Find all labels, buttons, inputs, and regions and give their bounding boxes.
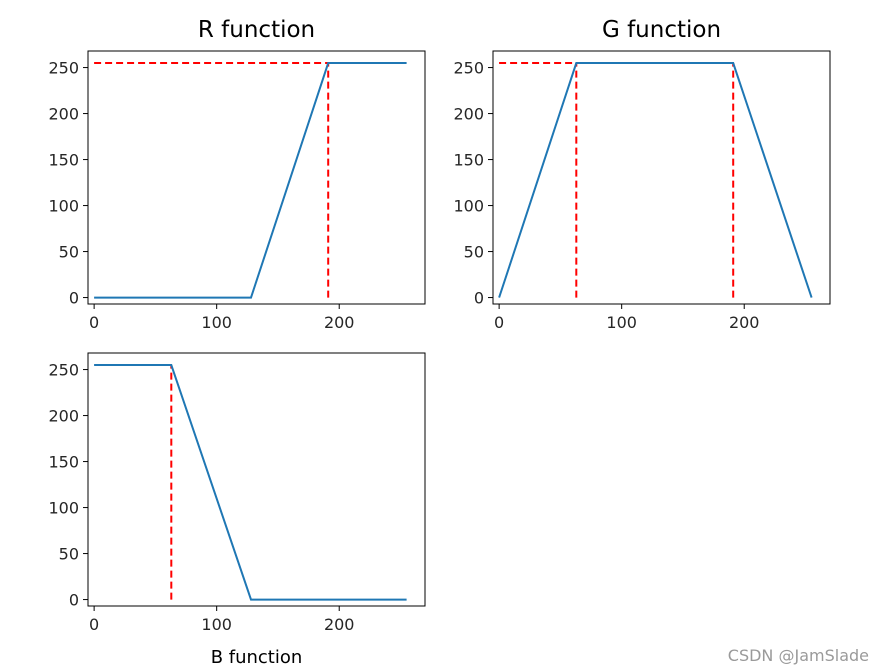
y-tick-label: 150 <box>48 151 79 170</box>
y-tick-label: 150 <box>453 151 484 170</box>
y-tick-label: 50 <box>464 243 484 262</box>
y-tick-label: 250 <box>453 59 484 78</box>
watermark: CSDN @JamSlade <box>727 646 869 665</box>
x-tick-label: 0 <box>89 615 99 634</box>
y-tick-label: 200 <box>453 105 484 124</box>
y-tick-label: 100 <box>48 499 79 518</box>
y-tick-label: 100 <box>453 197 484 216</box>
x-tick-label: 0 <box>89 313 99 332</box>
y-tick-label: 150 <box>48 453 79 472</box>
subplot-2: 0 100 200 0 50 100 150 200 250 G function <box>453 17 831 332</box>
axes-frame <box>87 50 426 305</box>
axes-frame <box>87 352 426 607</box>
y-tick-label: 0 <box>474 289 484 308</box>
y-tick-label: 50 <box>59 545 79 564</box>
subplot-3: 0 100 200 0 50 100 150 200 250 B function <box>48 352 426 668</box>
y-tick-label: 250 <box>48 59 79 78</box>
x-axis-label: B function <box>211 647 303 668</box>
axes-frame <box>492 50 831 305</box>
chart-title: R function <box>198 17 315 43</box>
y-tick-label: 0 <box>69 591 79 610</box>
chart-title: G function <box>602 17 721 43</box>
y-tick-label: 250 <box>48 361 79 380</box>
series-line <box>94 364 407 601</box>
x-tick-label: 0 <box>494 313 504 332</box>
x-tick-label: 200 <box>324 313 355 332</box>
y-tick-label: 200 <box>48 105 79 124</box>
subplot-1: 0 100 200 0 50 100 150 200 250 R function <box>48 17 426 332</box>
x-tick-label: 100 <box>606 313 637 332</box>
y-tick-label: 50 <box>59 243 79 262</box>
series-line <box>94 62 407 299</box>
x-tick-label: 100 <box>201 313 232 332</box>
x-tick-label: 100 <box>201 615 232 634</box>
series-line <box>498 62 813 298</box>
x-tick-label: 200 <box>729 313 760 332</box>
y-tick-label: 200 <box>48 407 79 426</box>
y-tick-label: 0 <box>69 289 79 308</box>
x-tick-label: 200 <box>324 615 355 634</box>
y-tick-label: 100 <box>48 197 79 216</box>
